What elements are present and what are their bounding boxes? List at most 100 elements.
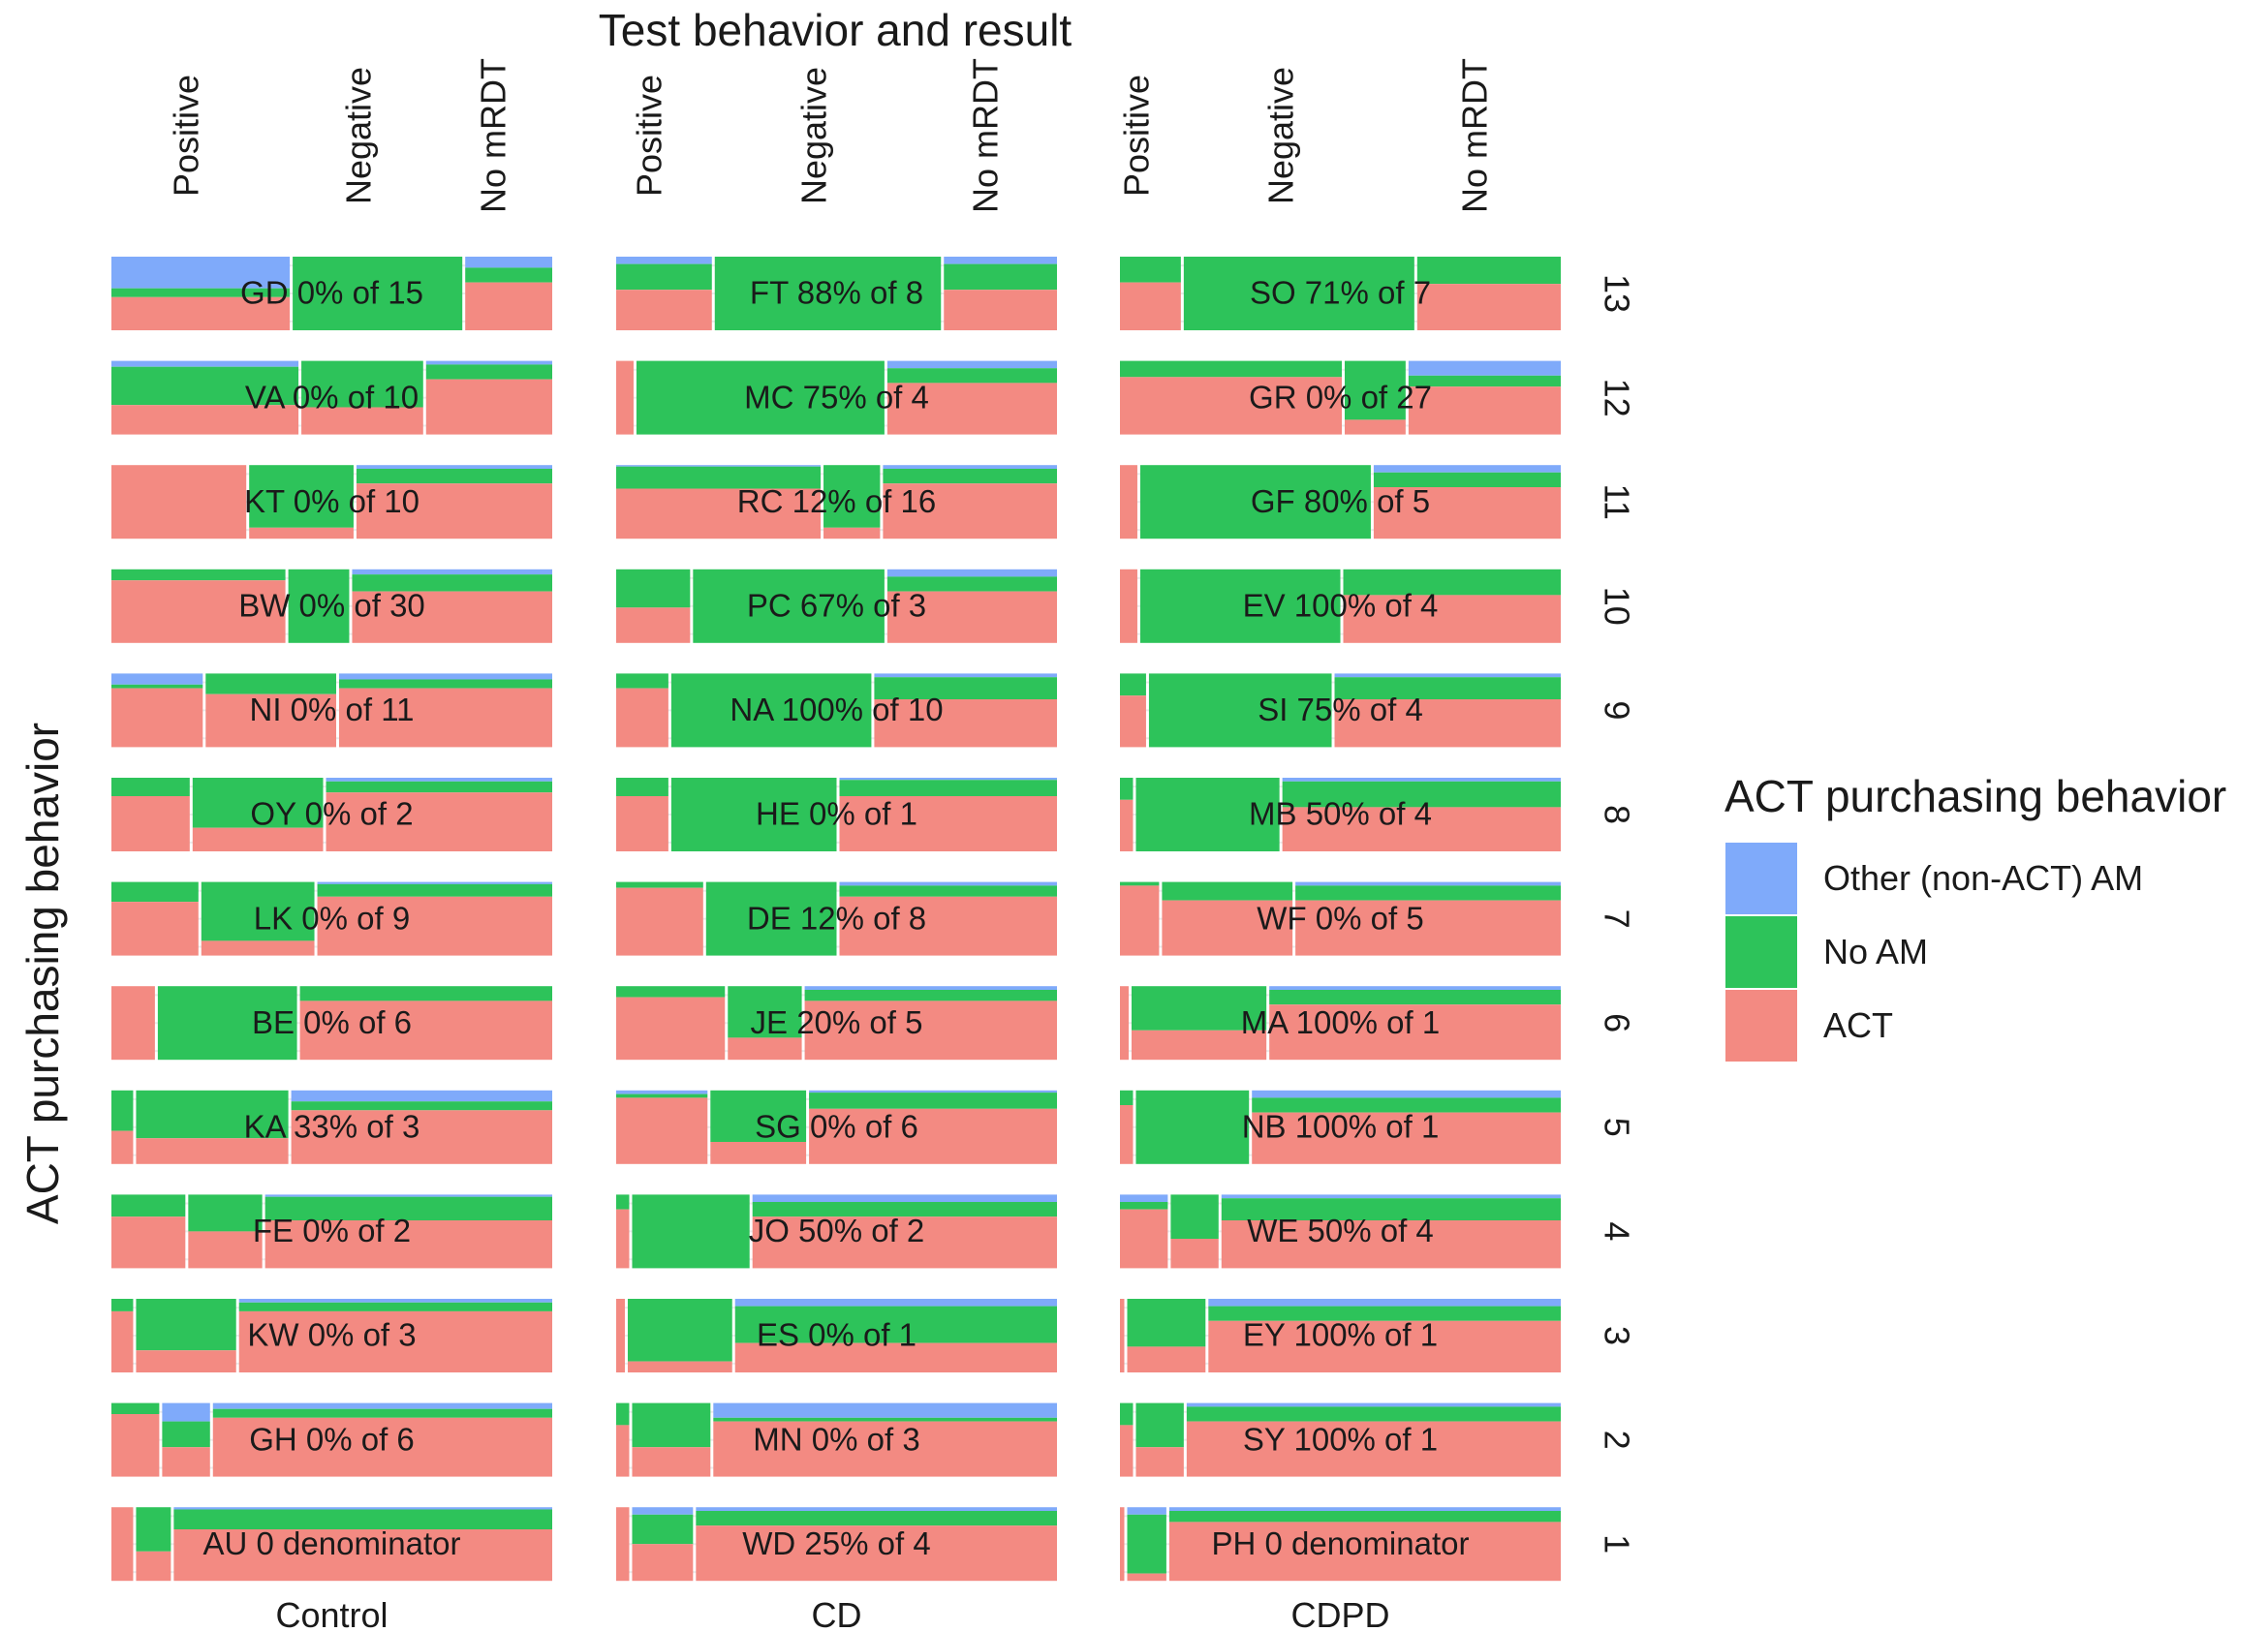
segment-no-am: [1135, 1402, 1184, 1448]
segment-act: [1162, 900, 1293, 956]
segment-act: [632, 1447, 711, 1477]
segment-act: [1344, 419, 1406, 435]
segment-act: [616, 290, 712, 330]
cell-label: JE 20% of 5: [751, 1004, 923, 1040]
segment-act: [136, 1350, 236, 1372]
segment-act: [136, 1551, 171, 1582]
segment-act: [111, 465, 247, 539]
segment-other-am: [111, 257, 291, 289]
segment-act: [696, 1525, 1057, 1582]
segment-no-am: [632, 1402, 711, 1448]
segment-other-am: [465, 257, 552, 268]
segment-no-am: [616, 1402, 630, 1426]
cell-label: JO 50% of 2: [749, 1213, 925, 1248]
cell-label: PH 0 denominator: [1212, 1525, 1470, 1561]
segment-no-am: [1131, 986, 1267, 1031]
cell-label: LK 0% of 9: [254, 900, 410, 936]
cell-label: KA 33% of 3: [244, 1109, 420, 1145]
segment-other-am: [356, 465, 552, 469]
segment-no-am: [111, 1299, 134, 1311]
segment-no-am: [616, 569, 691, 608]
segment-no-am: [238, 1302, 552, 1311]
segment-no-am: [696, 1511, 1057, 1526]
segment-act: [1408, 386, 1561, 435]
cell-label: GH 0% of 6: [249, 1421, 415, 1457]
segment-no-am: [1416, 257, 1561, 285]
segment-act: [192, 827, 324, 851]
segment-act: [111, 1216, 186, 1269]
segment-act: [627, 1361, 732, 1372]
segment-no-am: [670, 673, 872, 748]
segment-act: [886, 591, 1057, 643]
segment-act: [111, 1414, 160, 1477]
segment-no-am: [317, 883, 552, 897]
row-label: 12: [1597, 379, 1636, 417]
segment-act: [1120, 1507, 1125, 1582]
segment-act: [1120, 465, 1137, 539]
row-label: 9: [1597, 700, 1636, 720]
segment-act: [205, 693, 336, 748]
cell-label: NI 0% of 11: [250, 692, 415, 727]
segment-act: [1120, 1299, 1125, 1372]
segment-no-am: [1120, 673, 1146, 696]
segment-act: [734, 1342, 1057, 1372]
segment-no-am: [886, 368, 1057, 384]
segment-no-am: [1120, 1090, 1134, 1105]
segment-act: [616, 607, 691, 643]
legend-key-no-am: [1724, 915, 1798, 989]
cell-label: KW 0% of 3: [247, 1317, 416, 1353]
column-header-2-1: Negative: [1261, 67, 1301, 204]
segment-no-am: [1373, 472, 1561, 487]
segment-no-am: [111, 288, 291, 297]
column-header-1-1: Negative: [794, 67, 834, 204]
cell-label: BW 0% of 30: [238, 588, 425, 624]
segment-act: [616, 1299, 625, 1372]
segment-act: [616, 1507, 630, 1582]
cell-label: GD 0% of 15: [240, 275, 423, 311]
segment-act: [839, 796, 1057, 851]
segment-no-am: [627, 1299, 732, 1362]
segment-other-am: [1168, 1507, 1561, 1511]
segment-act: [632, 1544, 694, 1582]
legend-label-act: ACT: [1823, 1005, 1893, 1045]
segment-no-am: [465, 267, 552, 283]
segment-other-am: [1408, 360, 1561, 376]
segment-no-am: [1120, 1402, 1134, 1426]
facet-label: CDPD: [1290, 1595, 1389, 1632]
segment-act: [616, 488, 822, 539]
segment-other-am: [352, 569, 552, 575]
segment-other-am: [752, 1194, 1057, 1202]
segment-no-am: [249, 465, 354, 528]
segment-no-am: [157, 986, 297, 1061]
segment-no-am: [752, 1202, 1057, 1217]
segment-act: [201, 940, 315, 956]
cell-label: EV 100% of 4: [1243, 588, 1439, 624]
row-label: 4: [1597, 1221, 1636, 1241]
cell-label: WD 25% of 4: [742, 1525, 930, 1561]
row-label: 8: [1597, 805, 1636, 824]
segment-no-am: [338, 679, 552, 689]
segment-act: [616, 688, 668, 748]
segment-act: [291, 1110, 552, 1164]
segment-no-am: [1183, 257, 1414, 330]
segment-act: [111, 688, 203, 748]
segment-act: [1120, 282, 1181, 330]
segment-act: [839, 896, 1057, 956]
segment-act: [326, 792, 552, 851]
segment-act: [1416, 284, 1561, 330]
segment-no-am: [616, 881, 703, 888]
cell-label: SG 0% of 6: [755, 1109, 918, 1145]
segment-act: [173, 1529, 552, 1582]
segment-act: [238, 1310, 552, 1372]
segment-act: [752, 1216, 1057, 1269]
segment-act: [1120, 1209, 1168, 1269]
segment-no-am: [111, 1194, 186, 1217]
segment-other-am: [238, 1299, 552, 1303]
segment-no-am: [1148, 673, 1332, 748]
column-header-0-2: No mRDT: [474, 58, 513, 213]
segment-other-am: [212, 1402, 552, 1409]
cell-label: WE 50% of 4: [1247, 1213, 1434, 1248]
segment-act: [249, 527, 354, 539]
segment-other-am: [317, 881, 552, 884]
